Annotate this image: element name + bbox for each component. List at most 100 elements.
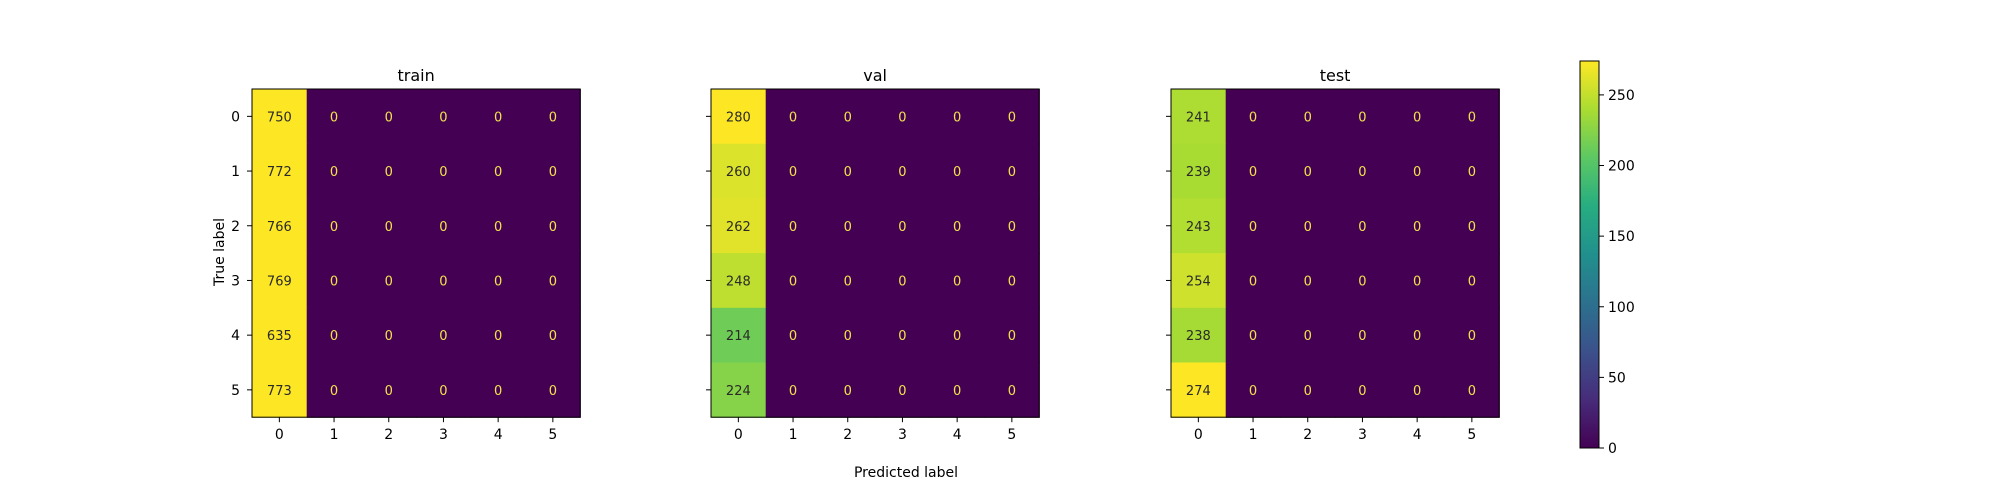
cell-value-label: 0: [844, 384, 852, 399]
heatmap-cell: [984, 362, 1040, 418]
heatmap-cell: [765, 362, 821, 418]
heatmap-cell: [1225, 143, 1281, 199]
colorbar-tick-label: 50: [1608, 370, 1626, 386]
cell-value-label: 0: [1468, 165, 1476, 180]
heatmap-cell: [1389, 307, 1446, 364]
cell-value-label: 0: [1304, 165, 1312, 180]
heatmap-cell: [1171, 307, 1227, 364]
heatmap-cell: [1389, 253, 1446, 309]
heatmap-cell: [525, 143, 581, 199]
cell-value-label: 0: [953, 220, 961, 235]
cell-value-label: 769: [267, 274, 292, 289]
cell-value-label: 260: [726, 165, 751, 180]
cell-value-label: 0: [1358, 329, 1366, 344]
cell-value-label: 0: [844, 220, 852, 235]
heatmap-cell: [306, 143, 362, 199]
cell-value-label: 0: [1249, 274, 1257, 289]
heatmap-cell: [1280, 198, 1336, 254]
cell-value-label: 0: [549, 329, 557, 344]
cell-value-label: 0: [1304, 274, 1312, 289]
cell-value-label: 0: [1008, 384, 1016, 399]
heatmap-cell: [1444, 198, 1500, 254]
cell-value-label: 0: [330, 165, 338, 180]
heatmap-cell: [929, 253, 986, 309]
cell-value-label: 0: [549, 384, 557, 399]
cell-value-label: 0: [385, 220, 393, 235]
heatmap-cell: [711, 253, 767, 309]
colorbar: 0 50 100 150 200 250: [1579, 60, 1635, 457]
colorbar-tick-label: 150: [1608, 229, 1635, 245]
cell-value-label: 241: [1186, 110, 1211, 125]
panel-title: train: [397, 66, 434, 85]
cell-value-label: 243: [1186, 220, 1211, 235]
cell-value-label: 0: [1413, 110, 1421, 125]
colorbar-tick-label: 0: [1608, 441, 1617, 457]
x-tick-label: 4: [494, 427, 503, 443]
heatmap-cell: [929, 143, 986, 199]
cell-value-label: 0: [1008, 329, 1016, 344]
cell-value-label: 0: [1249, 220, 1257, 235]
panels: train 750 0 0 0 0 0 772 0 0 0 0 0 766 0 0 0 0 0 769 0 0 0 0 0 635…: [231, 66, 1500, 443]
cell-value-label: 0: [1413, 384, 1421, 399]
cell-value-label: 0: [1008, 274, 1016, 289]
x-tick-label: 4: [953, 427, 962, 443]
cell-value-label: 0: [439, 220, 447, 235]
heatmap-cell: [875, 89, 931, 145]
heatmap-cell: [820, 362, 876, 418]
heatmap-cell: [525, 307, 581, 364]
cell-value-label: 0: [494, 329, 502, 344]
heatmap-cell: [361, 89, 417, 145]
heatmap-cell: [984, 89, 1040, 145]
heatmap-cell: [1225, 307, 1281, 364]
y-tick-label: 4: [231, 328, 240, 344]
heatmap-cell: [470, 253, 527, 309]
cell-value-label: 0: [439, 165, 447, 180]
cell-value-label: 0: [1413, 220, 1421, 235]
colorbar-gradient: [1579, 60, 1600, 449]
heatmap-cell: [875, 198, 931, 254]
cell-value-label: 0: [789, 274, 797, 289]
cell-value-label: 239: [1186, 165, 1211, 180]
cell-value-label: 238: [1186, 329, 1211, 344]
cell-value-label: 0: [385, 165, 393, 180]
cell-value-label: 0: [1008, 220, 1016, 235]
cell-value-label: 0: [494, 110, 502, 125]
heatmap-cell: [711, 89, 767, 145]
y-tick-label: 1: [231, 164, 240, 180]
axes-frame: [1170, 88, 1500, 418]
x-tick-label: 3: [439, 427, 448, 443]
x-tick-label: 5: [1007, 427, 1016, 443]
cell-value-label: 0: [330, 384, 338, 399]
heatmap-cell: [1280, 143, 1336, 199]
cell-value-label: 0: [1249, 165, 1257, 180]
cell-value-label: 0: [898, 274, 906, 289]
cell-value-label: 0: [1358, 110, 1366, 125]
cell-value-label: 0: [1249, 329, 1257, 344]
heatmap-cell: [306, 362, 362, 418]
heatmap-cell: [361, 198, 417, 254]
cell-value-label: 0: [789, 165, 797, 180]
heatmap-cell: [875, 143, 931, 199]
cell-value-label: 0: [844, 165, 852, 180]
y-tick-label: 2: [231, 219, 240, 235]
heatmap-cell: [1389, 143, 1446, 199]
heatmap-cell: [1335, 253, 1391, 309]
heatmap-cell: [1280, 362, 1336, 418]
heatmap-cell: [1389, 198, 1446, 254]
cell-value-label: 0: [789, 384, 797, 399]
cell-value-label: 0: [789, 220, 797, 235]
heatmap-cell: [1335, 307, 1391, 364]
heatmap-cell: [416, 143, 472, 199]
heatmap-cell: [820, 253, 876, 309]
cell-value-label: 224: [726, 384, 751, 399]
heatmap-cell: [1171, 89, 1227, 145]
heatmap-cell: [820, 198, 876, 254]
cell-value-label: 214: [726, 329, 751, 344]
heatmap-cell: [875, 307, 931, 364]
cell-value-label: 0: [1249, 384, 1257, 399]
x-tick-label: 0: [275, 427, 284, 443]
heatmap-cell: [525, 362, 581, 418]
heatmap-cell: [929, 198, 986, 254]
heatmap-cell: [765, 89, 821, 145]
x-tick-label: 1: [789, 427, 798, 443]
